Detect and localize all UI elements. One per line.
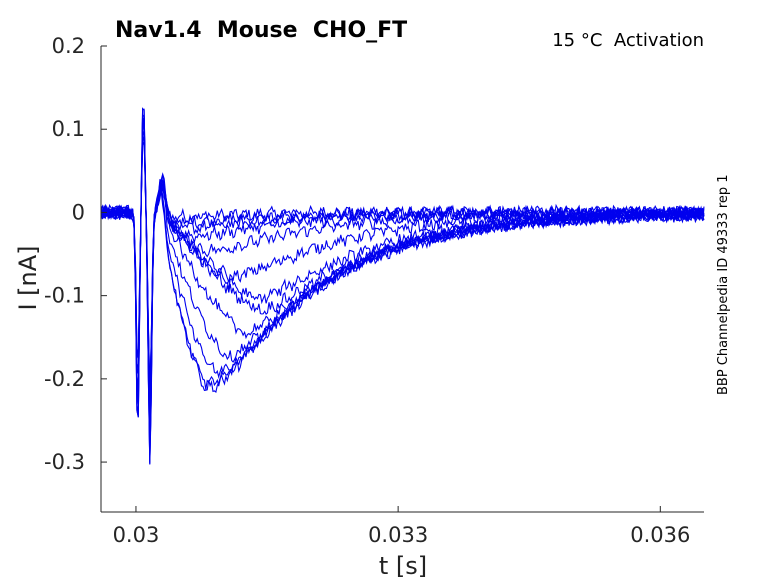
x-axis-label: t [s]	[378, 552, 428, 580]
y-tick-label: 0.2	[52, 34, 85, 58]
x-tick-label: 0.03	[113, 523, 160, 547]
y-tick-label: 0.1	[52, 117, 85, 141]
series-layer	[100, 107, 705, 465]
chart-title: Nav1.4 Mouse CHO_FT	[115, 18, 408, 43]
current-trace-3	[100, 113, 705, 464]
current-trace-8	[100, 107, 705, 463]
current-trace-2	[100, 121, 705, 427]
current-trace-13	[100, 108, 705, 465]
chart-subtitle: 15 °C Activation	[552, 30, 704, 51]
x-tick-label: 0.036	[630, 523, 690, 547]
y-axis-label: I [nA]	[14, 245, 42, 311]
y-tick-label: -0.2	[44, 367, 85, 391]
current-trace-4	[100, 130, 705, 404]
recording-id-note: BBP Channelpedia ID 49333 rep 1	[716, 174, 731, 395]
current-trace-7	[100, 118, 705, 427]
y-tick-label: 0	[72, 200, 85, 224]
x-tick-label: 0.033	[368, 523, 428, 547]
y-tick-label: -0.3	[44, 450, 85, 474]
current-trace-9	[100, 130, 705, 403]
y-tick-label: -0.1	[44, 284, 85, 308]
axes: 0.2 0.1 0 -0.1 -0.2 -0.3 0.03 0.033 0.036	[44, 34, 704, 547]
current-trace-10	[100, 115, 705, 443]
current-trace-12	[100, 121, 705, 421]
current-trace-5	[100, 116, 705, 441]
